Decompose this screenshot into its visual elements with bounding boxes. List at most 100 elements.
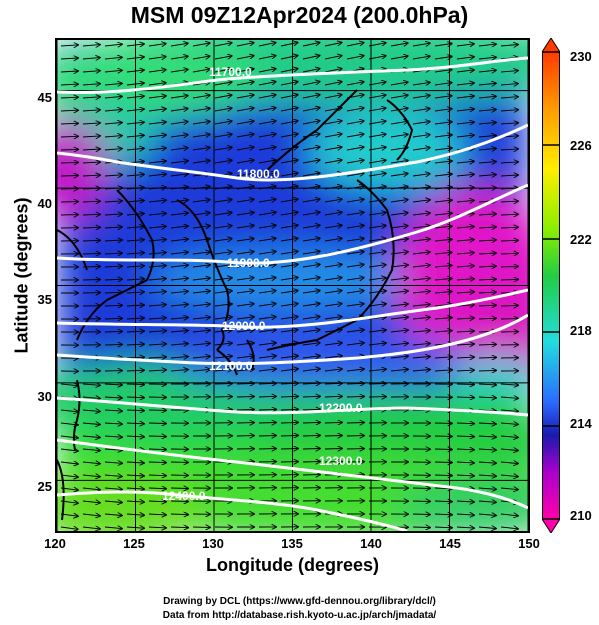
wind-arrow [302, 291, 320, 294]
wind-arrow [390, 174, 408, 177]
wind-arrow [280, 160, 298, 163]
wind-arrow [192, 43, 210, 46]
wind-arrow [258, 225, 276, 228]
wind-arrow [126, 410, 144, 411]
wind-arrow [434, 135, 452, 137]
wind-arrow [126, 201, 144, 203]
wind-arrow [104, 201, 122, 202]
wind-arrow [478, 423, 496, 424]
wind-arrow [192, 252, 210, 254]
x-axis-label: Longitude (degrees) [205, 555, 379, 575]
wind-arrow [412, 527, 430, 528]
wind-arrow [500, 475, 518, 477]
wind-arrow [500, 488, 518, 490]
wind-arrow [368, 43, 386, 47]
wind-arrow [104, 527, 122, 529]
wind-arrow [82, 462, 100, 464]
wind-arrow [434, 239, 452, 241]
wind-arrow [434, 109, 452, 111]
wind-arrow [60, 176, 78, 177]
wind-arrow [192, 108, 210, 111]
wind-arrow [60, 501, 78, 503]
wind-arrow [236, 330, 254, 332]
colorbar-tick-label: 214 [570, 416, 592, 431]
wind-arrow [82, 410, 100, 411]
wind-arrow [170, 109, 188, 112]
wind-arrow [412, 213, 430, 215]
wind-arrow [60, 136, 78, 137]
wind-arrow [82, 514, 100, 516]
wind-arrow [368, 95, 386, 98]
colorbar-tick-label: 218 [570, 323, 592, 338]
wind-arrow [192, 161, 210, 164]
wind-arrow [368, 304, 386, 306]
wind-arrow [126, 423, 144, 424]
wind-arrow [434, 292, 452, 294]
wind-arrow [302, 43, 320, 47]
wind-arrow [346, 121, 364, 125]
wind-arrow [280, 304, 298, 306]
wind-arrow [192, 148, 210, 151]
wind-arrow [280, 409, 298, 410]
wind-arrow [302, 369, 320, 371]
wind-arrow [390, 43, 408, 46]
wind-arrow [346, 238, 364, 241]
wind-arrow [148, 57, 166, 59]
wind-arrow [126, 384, 144, 385]
wind-arrow [148, 266, 166, 268]
wind-arrow [82, 84, 100, 85]
wind-arrow [478, 109, 496, 111]
wind-arrow [456, 462, 474, 463]
wind-arrow [60, 475, 78, 477]
wind-arrow [346, 56, 364, 60]
wind-arrow [60, 123, 78, 124]
wind-arrow [368, 278, 386, 280]
wind-arrow [60, 462, 78, 464]
wind-arrow [236, 95, 254, 99]
wind-arrow [412, 514, 430, 515]
wind-arrow [170, 291, 188, 293]
wind-arrow [434, 44, 452, 47]
contour-12200 [57, 396, 528, 417]
wind-arrow [126, 370, 144, 371]
wind-arrow [236, 369, 254, 371]
wind-arrow [456, 514, 474, 515]
map-title: MSM 09Z12Apr2024 (200.0hPa) [130, 2, 469, 28]
wind-arrow [258, 278, 276, 281]
wind-arrow [236, 291, 254, 293]
wind-arrow [390, 226, 408, 228]
wind-arrow [214, 147, 232, 150]
wind-arrow [478, 292, 496, 293]
wind-arrow [104, 253, 122, 254]
wind-arrow [126, 357, 144, 358]
wind-arrow [192, 239, 210, 241]
wind-arrow [368, 265, 386, 267]
wind-arrow [60, 423, 78, 425]
wind-arrow [258, 121, 276, 125]
wind-arrow [500, 188, 518, 189]
wind-arrow [82, 110, 100, 111]
wind-arrow [82, 45, 100, 46]
wind-arrow [170, 265, 188, 267]
wind-arrow [412, 226, 430, 228]
wind-arrow [280, 383, 298, 384]
wind-arrow [478, 122, 496, 124]
colorbar-graphic [541, 37, 561, 534]
wind-arrow [434, 449, 452, 450]
wind-arrow [434, 148, 452, 150]
wind-arrow [148, 449, 166, 450]
wind-arrow [236, 121, 254, 124]
wind-arrow [258, 173, 276, 176]
wind-arrow [478, 397, 496, 398]
wind-arrow [434, 96, 452, 98]
wind-arrow [478, 253, 496, 254]
wind-arrow [412, 265, 430, 267]
wind-arrow [302, 251, 320, 254]
wind-arrow [500, 110, 518, 111]
wind-arrow [148, 331, 166, 332]
wind-arrow [368, 134, 386, 137]
wind-arrow [280, 95, 298, 99]
wind-arrow [456, 370, 474, 371]
wind-arrow [214, 95, 232, 98]
wind-arrow [104, 514, 122, 516]
